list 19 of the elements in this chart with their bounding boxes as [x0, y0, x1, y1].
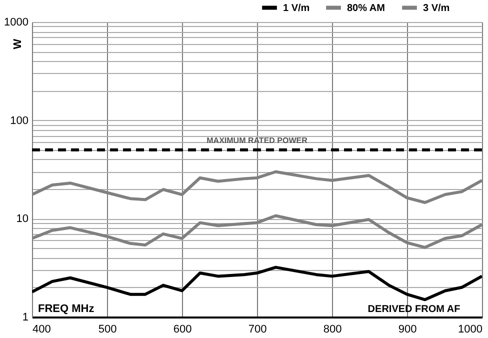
x-tick-label: 400 [32, 324, 51, 336]
x-tick-label: 800 [323, 324, 342, 336]
legend-label: 1 V/m [283, 2, 310, 14]
annotation: DERIVED FROM AF [368, 304, 460, 315]
x-tick-label: 900 [398, 324, 417, 336]
ref-line-label: MAXIMUM RATED POWER [206, 136, 308, 145]
x-tick-label: 700 [248, 324, 267, 336]
x-tick-label: 1000 [458, 324, 482, 336]
y-tick-label: 100 [10, 114, 28, 127]
y-axis-title: W [12, 38, 24, 50]
x-axis-title: FREQ MHz [38, 303, 95, 315]
y-tick-label: 1 [22, 312, 28, 324]
y-tick-label: 1000 [4, 16, 28, 28]
line-series [32, 266, 482, 302]
legend-label: 80% AM [347, 2, 385, 14]
x-tick-label: 500 [98, 324, 117, 336]
legend-label: 3 V/m [423, 2, 450, 14]
x-tick-label: 600 [173, 324, 192, 336]
y-tick-label: 10 [16, 213, 28, 226]
